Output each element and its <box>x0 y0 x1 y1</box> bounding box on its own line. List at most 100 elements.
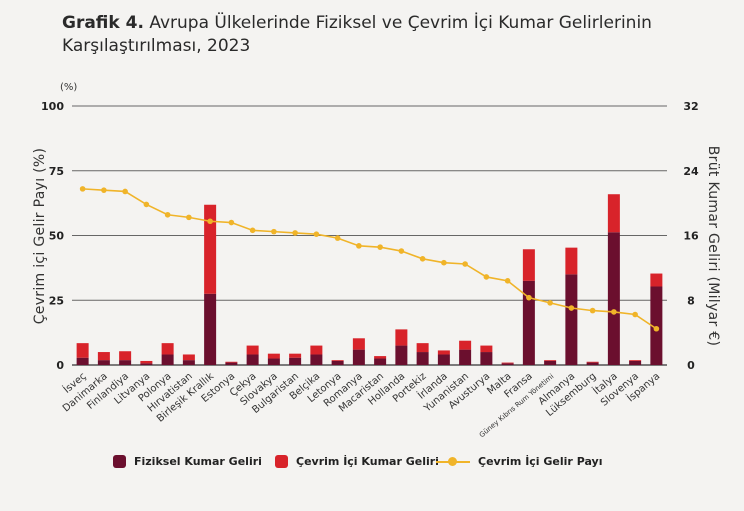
left-tick-label: 100 <box>41 100 64 113</box>
bar-online <box>225 361 238 363</box>
bar-online <box>310 345 323 355</box>
share-point <box>547 300 553 306</box>
right-tick-label: 0 <box>687 359 695 372</box>
bar-physical <box>246 354 259 365</box>
right-tick-label: 16 <box>683 230 699 243</box>
right-tick-label: 32 <box>683 100 698 113</box>
left-axis-ticks: 0 25 50 75 100 <box>41 100 64 372</box>
share-point <box>653 325 660 332</box>
bar-physical <box>119 360 132 365</box>
share-point <box>334 235 341 241</box>
legend-swatch-online <box>275 455 288 468</box>
right-axis-ticks: 0 8 16 24 32 <box>683 100 699 372</box>
bar-series <box>76 194 663 365</box>
legend-swatch-share <box>436 455 470 468</box>
legend-item-online: Çevrim İçi Kumar Geliri <box>275 455 439 468</box>
left-axis-label: Çevrim içi Gelir Payı (%) <box>32 148 48 325</box>
share-point <box>271 228 277 235</box>
bar-online <box>459 340 472 350</box>
share-point <box>207 218 213 225</box>
legend-label-online: Çevrim İçi Kumar Geliri <box>296 455 439 468</box>
legend-item-physical: Fiziksel Kumar Geliri <box>113 455 262 468</box>
bar-physical <box>97 360 110 365</box>
category-labels: İsveçDanimarkaFinlandiyaLitvanyaPolonyaH… <box>60 369 662 439</box>
share-point <box>377 244 383 250</box>
legend-label-physical: Fiziksel Kumar Geliri <box>134 455 262 468</box>
share-point <box>101 187 107 193</box>
bar-online <box>97 352 110 361</box>
share-line <box>82 188 657 330</box>
gridlines <box>72 105 667 366</box>
legend-swatch-physical <box>113 455 126 468</box>
bar-online <box>522 249 535 281</box>
bar-online <box>204 204 217 294</box>
bar-physical <box>650 286 663 365</box>
bar-physical <box>352 349 365 365</box>
bar-physical <box>374 358 387 365</box>
bar-online <box>480 345 493 353</box>
chart-title-text: Avrupa Ülkelerinde Fiziksel ve Çevrim İç… <box>62 13 652 56</box>
right-tick-label: 24 <box>683 165 699 178</box>
bar-physical <box>480 352 493 365</box>
share-point <box>122 188 128 195</box>
share-point <box>504 278 511 284</box>
bar-physical <box>629 360 642 365</box>
bar-physical <box>267 358 280 365</box>
share-point <box>568 305 575 311</box>
chart-title-prefix: Grafik 4. <box>62 13 144 33</box>
bar-online <box>289 353 302 358</box>
share-point <box>143 201 150 208</box>
bar-physical <box>161 354 174 365</box>
left-tick-label: 0 <box>56 359 64 372</box>
share-point <box>356 243 362 249</box>
bar-online <box>119 351 132 361</box>
legend-item-share: Çevrim İçi Gelir Payı <box>436 455 602 468</box>
bar-physical <box>289 357 302 365</box>
bar-physical <box>607 232 620 365</box>
bar-physical <box>416 352 429 365</box>
share-line-series <box>79 186 660 332</box>
bar-online <box>629 360 642 361</box>
bar-online <box>544 360 557 361</box>
bar-online <box>607 194 620 233</box>
share-point <box>186 214 192 221</box>
bar-physical <box>586 362 599 365</box>
share-point <box>79 186 86 192</box>
bar-physical <box>140 363 153 365</box>
bar-physical <box>522 280 535 365</box>
bar-physical <box>225 362 238 365</box>
legend-label-share: Çevrim İçi Gelir Payı <box>478 455 603 468</box>
bar-online <box>565 247 578 275</box>
bar-online <box>246 345 259 355</box>
left-tick-label: 50 <box>49 230 65 243</box>
bar-physical <box>395 345 408 365</box>
bar-online <box>352 338 365 350</box>
left-tick-label: 25 <box>49 294 64 307</box>
share-point <box>292 230 298 236</box>
bar-physical <box>544 360 557 365</box>
right-tick-label: 8 <box>687 294 695 307</box>
share-point <box>462 261 468 267</box>
left-tick-label: 75 <box>49 165 64 178</box>
bar-physical <box>459 349 472 365</box>
bar-online <box>331 360 344 361</box>
share-point <box>632 311 638 318</box>
bar-physical <box>182 360 195 365</box>
share-point <box>313 231 320 238</box>
bar-online <box>395 329 408 346</box>
bar-physical <box>204 293 217 365</box>
bar-physical <box>76 357 89 365</box>
bar-online <box>140 360 153 364</box>
legend: Fiziksel Kumar Geliri Çevrim İçi Kumar G… <box>0 455 744 475</box>
bar-online <box>374 356 387 359</box>
bar-online <box>267 353 280 359</box>
bar-online <box>182 354 195 361</box>
bar-physical <box>501 363 514 365</box>
chart-title: Grafik 4. Avrupa Ülkelerinde Fiziksel ve… <box>62 12 722 58</box>
right-axis-label: Brüt Kumar Geliri (Milyar €) <box>705 146 721 346</box>
bar-online <box>586 361 599 363</box>
bar-online <box>650 273 663 287</box>
share-point <box>398 248 405 254</box>
bar-online <box>437 350 450 355</box>
